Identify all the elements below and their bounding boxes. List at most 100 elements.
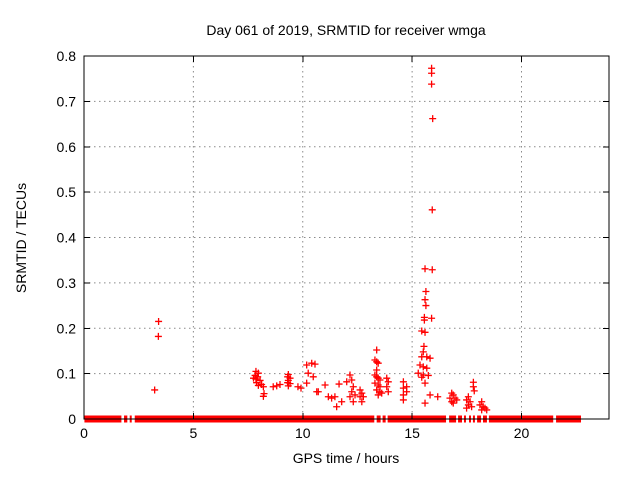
data-point — [423, 353, 431, 361]
data-point — [449, 399, 457, 407]
data-point — [351, 391, 359, 399]
data-point — [419, 348, 427, 356]
data-point — [303, 361, 311, 369]
data-point — [399, 384, 407, 392]
data-point — [384, 388, 392, 396]
data-point — [464, 393, 472, 401]
data-point — [311, 360, 319, 368]
data-point — [421, 399, 429, 407]
data-point — [343, 378, 351, 386]
data-point — [359, 393, 367, 401]
x-tick-label: 20 — [514, 425, 530, 441]
tick-label-layer: 0 5 10 15 20 0 0.1 0.2 0.3 0.4 0.5 0.6 0.7 0.8 — [57, 48, 530, 441]
chart-title: Day 061 of 2019, SRMTID for receiver wmg… — [206, 22, 486, 38]
data-point — [154, 332, 162, 340]
data-point — [273, 382, 281, 390]
y-tick-label: 0 — [68, 411, 76, 427]
data-point — [399, 396, 407, 404]
data-point — [254, 381, 262, 389]
data-point — [428, 314, 436, 322]
data-point — [314, 388, 322, 396]
data-point — [378, 389, 386, 397]
data-point — [453, 396, 461, 404]
data-point — [349, 383, 357, 391]
y-axis-label: SRMTID / TECUs — [13, 183, 29, 293]
data-point — [403, 388, 411, 396]
grid-layer — [84, 56, 609, 419]
y-tick-label: 0.3 — [57, 275, 77, 291]
y-tick-label: 0.6 — [57, 139, 77, 155]
data-point — [331, 393, 339, 401]
data-point — [483, 406, 491, 414]
data-point — [428, 69, 436, 77]
data-point — [383, 383, 391, 391]
data-point — [269, 383, 277, 391]
data-point — [422, 287, 430, 295]
data-point — [151, 386, 159, 394]
x-axis-label: GPS time / hours — [293, 450, 400, 466]
data-point — [256, 376, 264, 384]
y-tick-label: 0.1 — [57, 366, 77, 382]
data-point — [260, 390, 268, 398]
data-point — [348, 388, 356, 396]
data-point — [335, 380, 343, 388]
data-point — [426, 354, 434, 362]
data-point — [470, 387, 478, 395]
data-point — [418, 373, 426, 381]
data-point — [383, 374, 391, 382]
data-point — [373, 366, 381, 374]
data-point — [421, 379, 429, 387]
data-point — [324, 393, 332, 401]
data-point — [448, 398, 456, 406]
data-point — [428, 266, 436, 274]
data-point — [303, 379, 311, 387]
data-point — [373, 373, 381, 381]
data-point — [155, 317, 163, 325]
data-point — [374, 359, 382, 367]
data-point — [276, 381, 284, 389]
data-point — [338, 398, 346, 406]
data-point — [428, 206, 436, 214]
y-tick-label: 0.2 — [57, 320, 77, 336]
data-point — [297, 384, 305, 392]
x-tick-label: 15 — [404, 425, 420, 441]
data-point — [349, 398, 357, 406]
data-point — [421, 265, 429, 273]
x-tick-label: 10 — [295, 425, 311, 441]
data-point — [478, 398, 486, 406]
data-point — [421, 296, 429, 304]
data-point — [423, 364, 431, 372]
data-point — [284, 371, 292, 379]
data-point — [254, 369, 262, 377]
data-point — [419, 363, 427, 371]
data-point — [418, 327, 426, 335]
data-point — [376, 376, 384, 384]
x-tick-label: 5 — [189, 425, 197, 441]
data-point — [422, 302, 430, 310]
axes-frame-layer — [83, 55, 610, 420]
data-point — [469, 383, 477, 391]
data-point — [399, 378, 407, 386]
data-point — [259, 383, 267, 391]
data-point — [466, 398, 474, 406]
data-point — [308, 359, 316, 367]
data-point — [428, 80, 436, 88]
data-point — [358, 389, 366, 397]
x-tick-label: 0 — [80, 425, 88, 441]
data-point — [358, 398, 366, 406]
data-point — [373, 346, 381, 354]
data-point — [254, 373, 262, 381]
y-tick-label: 0.4 — [57, 230, 77, 246]
data-point — [333, 403, 341, 411]
data-point — [424, 371, 432, 379]
data-point — [294, 383, 302, 391]
data-point — [286, 380, 294, 388]
data-point — [356, 386, 364, 394]
data-point — [434, 393, 442, 401]
data-point — [420, 316, 428, 324]
data-point — [309, 373, 317, 381]
data-point — [421, 328, 429, 336]
data-point — [463, 404, 471, 412]
